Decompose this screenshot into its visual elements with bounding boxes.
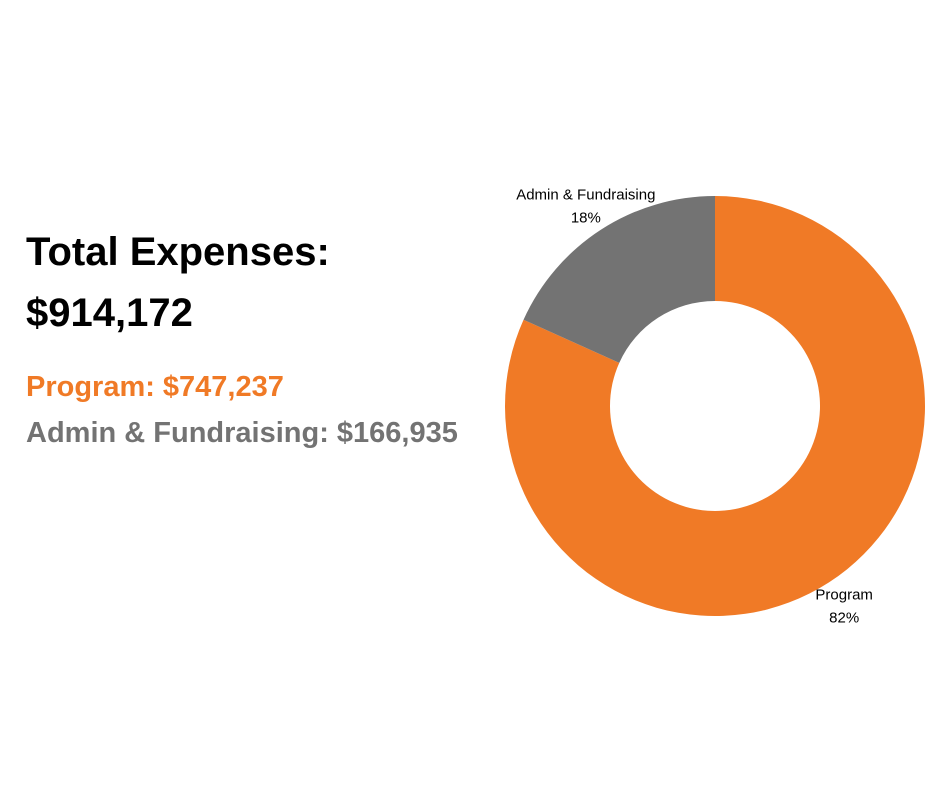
slice-label-program: Program [815,586,873,603]
donut-labels: Program 82% Admin & Fundraising 18% [516,187,873,627]
donut-slices [505,196,926,616]
expense-breakdown: Program: $747,237 Admin & Fundraising: $16… [26,364,496,456]
donut-slice-admin-fundraising [523,196,715,363]
total-expenses-value: $914,172 [26,291,193,335]
total-expenses-label: Total Expenses: [26,230,330,274]
slice-percent-program: 82% [829,609,859,626]
admin-expense-value: $166,935 [336,417,458,449]
program-expense-row: Program: $747,237 [26,364,496,410]
program-expense-label: Program: [26,371,155,403]
program-expense-value: $747,237 [162,371,284,403]
expense-summary: Total Expenses: $914,172 Program: $747,23… [26,222,496,456]
admin-expense-label: Admin & Fundraising: [26,417,329,449]
donut-slice-program [505,196,926,616]
slice-percent-admin-fundraising: 18% [571,210,601,227]
admin-expense-row: Admin & Fundraising: $166,935 [26,410,496,456]
slice-label-admin-fundraising: Admin & Fundraising [516,187,655,204]
